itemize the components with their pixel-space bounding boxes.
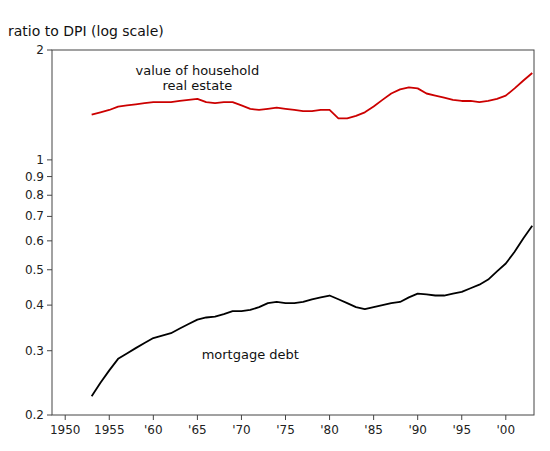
x-tick-label: '00 xyxy=(497,423,516,437)
x-tick xyxy=(285,415,286,420)
x-tick-label: '65 xyxy=(188,423,207,437)
x-tick-label: '95 xyxy=(452,423,471,437)
series-line xyxy=(92,73,533,118)
y-tick xyxy=(47,240,52,241)
y-tick-label: 0.3 xyxy=(25,344,44,358)
y-tick xyxy=(47,305,52,306)
y-tick xyxy=(47,350,52,351)
x-tick-label: '60 xyxy=(144,423,163,437)
x-tick xyxy=(505,415,506,420)
y-tick xyxy=(47,176,52,177)
x-tick xyxy=(65,415,66,420)
x-tick xyxy=(241,415,242,420)
x-tick xyxy=(417,415,418,420)
x-tick-label: '80 xyxy=(320,423,339,437)
x-tick-label: 1950 xyxy=(50,423,81,437)
annotation: real estate xyxy=(163,78,233,93)
plot-area xyxy=(92,73,533,396)
y-tick-label: 0.2 xyxy=(25,408,44,422)
y-tick-label: 0.7 xyxy=(25,209,44,223)
y-tick-label: 0.4 xyxy=(25,298,44,312)
series-line xyxy=(92,226,533,397)
x-tick xyxy=(109,415,110,420)
y-tick xyxy=(47,415,52,416)
y-tick xyxy=(47,216,52,217)
y-tick xyxy=(47,50,52,51)
y-tick-label: 0.6 xyxy=(25,234,44,248)
x-tick-label: '75 xyxy=(276,423,295,437)
y-tick-label: 2 xyxy=(36,43,44,57)
annotation: value of household xyxy=(136,63,260,78)
y-tick-label: 0.9 xyxy=(25,170,44,184)
x-tick xyxy=(153,415,154,420)
y-tick xyxy=(47,195,52,196)
x-tick-label: '85 xyxy=(364,423,383,437)
chart: 1950 1955 '60 '65 '70 '75 '80 '85 '90 '95 '00 0.2 0.… xyxy=(0,0,550,451)
x-tick-label: 1955 xyxy=(94,423,125,437)
y-tick xyxy=(47,159,52,160)
x-tick xyxy=(329,415,330,420)
y-axis-label: ratio to DPI (log scale) xyxy=(8,23,164,39)
x-tick-label: '90 xyxy=(408,423,427,437)
x-tick-label: '70 xyxy=(232,423,251,437)
annotation: mortgage debt xyxy=(202,347,299,362)
y-tick-label: 1 xyxy=(36,153,44,167)
x-tick xyxy=(373,415,374,420)
y-tick-label: 0.8 xyxy=(25,188,44,202)
x-tick xyxy=(461,415,462,420)
y-tick-label: 0.5 xyxy=(25,263,44,277)
y-tick xyxy=(47,269,52,270)
x-tick xyxy=(197,415,198,420)
plot-frame xyxy=(52,50,534,415)
